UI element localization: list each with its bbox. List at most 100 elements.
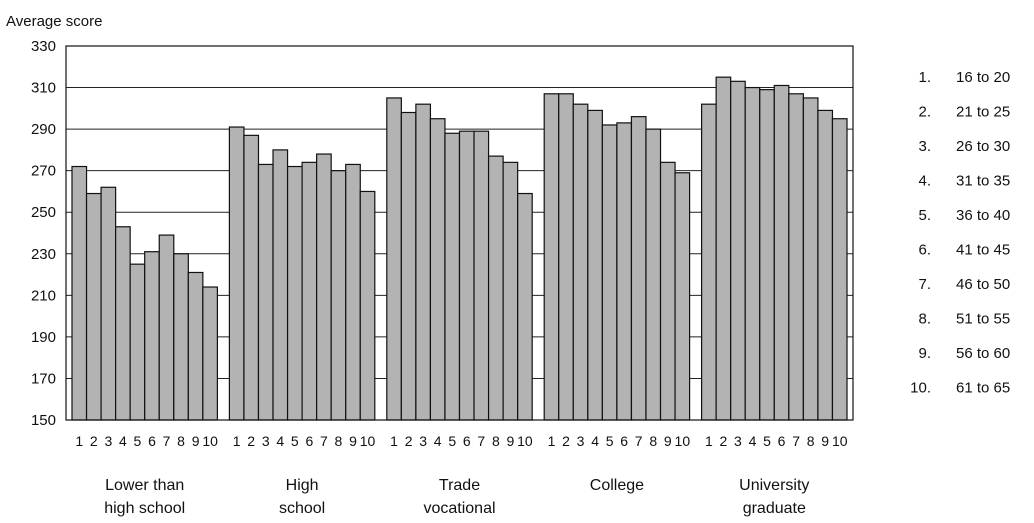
x-tick-label: 1 [705, 433, 713, 449]
bar [85, 192, 102, 421]
bar [286, 165, 303, 421]
x-tick-label: 10 [675, 433, 691, 449]
bar [558, 93, 574, 421]
x-tick-label: 8 [177, 433, 185, 449]
y-tick-label: 150 [31, 412, 56, 429]
x-tick-label: 1 [548, 433, 556, 449]
x-tick-label: 3 [577, 433, 585, 449]
legend-label: 51 to 55 [956, 311, 1010, 328]
x-tick-label: 10 [517, 433, 533, 449]
x-tick-label: 2 [247, 433, 255, 449]
bar [630, 116, 647, 421]
legend-number: 6. [918, 242, 931, 259]
x-tick-label: 9 [821, 433, 829, 449]
y-tick-label: 290 [31, 121, 56, 138]
x-tick-label: 8 [492, 433, 500, 449]
y-tick-label: 230 [31, 246, 56, 263]
bar [257, 163, 274, 421]
bar [788, 93, 804, 421]
legend-label: 21 to 25 [956, 104, 1010, 121]
bar [517, 192, 533, 421]
x-tick-label: 6 [305, 433, 313, 449]
y-tick-label: 330 [31, 38, 56, 55]
bar [243, 134, 260, 421]
legend-label: 31 to 35 [956, 173, 1010, 190]
legend-number: 2. [918, 104, 931, 121]
bar [228, 126, 245, 421]
bar [400, 111, 417, 421]
x-tick-label: 7 [792, 433, 800, 449]
legend-number: 4. [918, 173, 931, 190]
x-tick-label: 2 [562, 433, 570, 449]
x-tick-label: 4 [591, 433, 599, 449]
bar [429, 118, 446, 421]
group-label: High [286, 477, 319, 494]
group-label: school [279, 500, 325, 517]
legend-label: 56 to 60 [956, 345, 1010, 362]
x-tick-label: 5 [291, 433, 299, 449]
x-tick-label: 7 [477, 433, 485, 449]
x-tick-label: 8 [649, 433, 657, 449]
legend-number: 7. [918, 276, 931, 293]
x-tick-label: 9 [664, 433, 672, 449]
x-tick-label: 7 [635, 433, 643, 449]
bar [587, 109, 603, 421]
bar [115, 226, 131, 421]
bar [100, 186, 117, 421]
bar [601, 124, 618, 421]
x-tick-label: 3 [262, 433, 270, 449]
bar [659, 161, 676, 421]
bars [71, 76, 848, 421]
x-tick-label: 6 [778, 433, 786, 449]
y-tick-label: 210 [31, 287, 56, 304]
x-axis-ticks: 1 2 3 4 5 6 7 8 9 10 1 2 3 4 5 6 7 8 9 10 1 2 3 4 5 6 7 8 9 10 1 2 3 4 5 6 7… [75, 433, 847, 449]
plot-frame [65, 45, 854, 421]
bar [144, 251, 160, 421]
y-axis-label: Average score [6, 13, 102, 30]
bar [71, 165, 88, 421]
x-tick-label: 7 [163, 433, 171, 449]
group-label: Trade [439, 477, 480, 494]
bar [715, 76, 732, 421]
x-tick-label: 6 [463, 433, 471, 449]
bar [272, 149, 289, 421]
x-tick-label: 5 [763, 433, 771, 449]
x-tick-label: 10 [832, 433, 848, 449]
bar [802, 97, 819, 421]
y-tick-label: 250 [31, 204, 56, 221]
bar [301, 161, 318, 421]
y-tick-label: 170 [31, 370, 56, 387]
x-tick-label: 3 [104, 433, 112, 449]
y-tick-label: 190 [31, 329, 56, 346]
bar [543, 93, 560, 421]
legend-number: 1. [918, 69, 931, 86]
x-tick-label: 3 [419, 433, 427, 449]
x-tick-label: 9 [192, 433, 200, 449]
bar [572, 103, 589, 421]
bar [345, 163, 361, 421]
bar [674, 172, 691, 421]
x-tick-label: 3 [734, 433, 742, 449]
legend-label: 36 to 40 [956, 207, 1010, 224]
legend-number: 3. [918, 138, 931, 155]
x-tick-label: 4 [749, 433, 757, 449]
group-labels: Lower than high school High school Trade voca… [104, 477, 809, 517]
x-tick-label: 10 [202, 433, 218, 449]
x-tick-label: 8 [807, 433, 815, 449]
group-label: vocational [423, 500, 495, 517]
x-tick-label: 2 [720, 433, 728, 449]
x-tick-label: 5 [448, 433, 456, 449]
bar [444, 132, 461, 421]
bar [773, 84, 790, 421]
legend-label: 46 to 50 [956, 276, 1010, 293]
x-tick-label: 7 [320, 433, 328, 449]
bar [730, 80, 746, 421]
legend-number: 5. [918, 207, 931, 224]
y-tick-label: 310 [31, 80, 56, 97]
y-axis-ticks: 150 170 190 210 230 250 270 290 310 330 [31, 38, 56, 429]
bar [700, 103, 717, 421]
x-tick-label: 4 [434, 433, 442, 449]
x-tick-label: 1 [233, 433, 241, 449]
bar [173, 253, 189, 421]
